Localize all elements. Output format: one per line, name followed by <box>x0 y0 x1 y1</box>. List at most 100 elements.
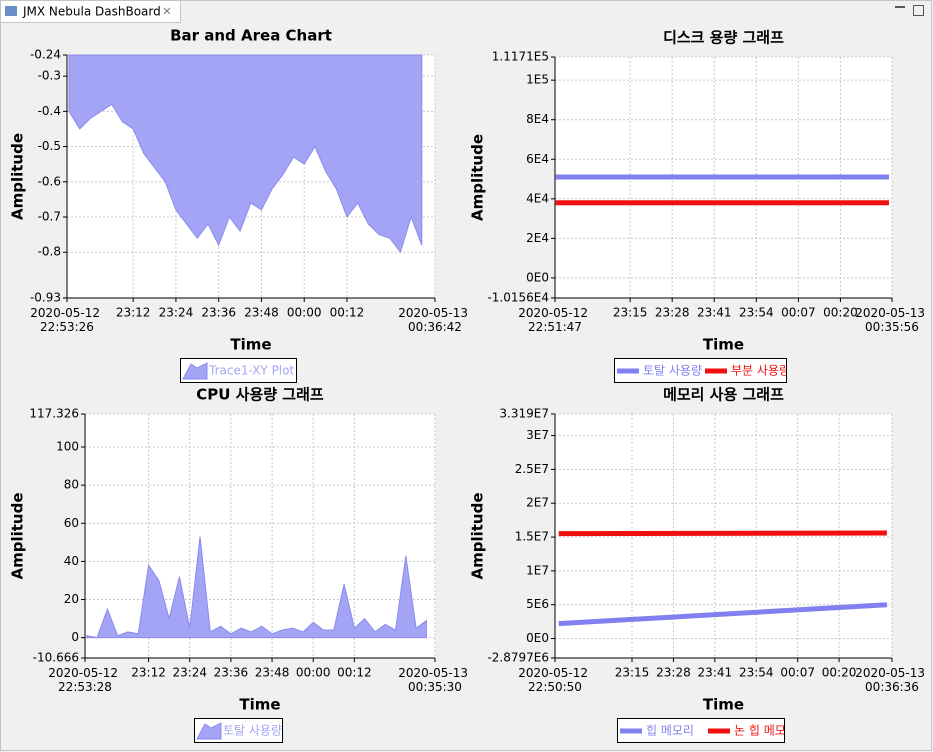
x-axis-title: Time <box>703 696 744 714</box>
legend-icon <box>196 722 222 740</box>
legend: Trace1-XY Plot <box>182 362 294 380</box>
x-tick-label: 00:00 <box>296 666 331 680</box>
x-tick-label: 23:48 <box>244 306 279 320</box>
y-tick-label: 2.5E7 <box>515 462 549 476</box>
x-tick-label: 23:54 <box>739 306 774 320</box>
y-tick-label: -10.666 <box>33 651 79 665</box>
y-tick-label: 0 <box>71 630 79 644</box>
y-tick-label: 8E4 <box>526 112 549 126</box>
x-tick-label: 23:24 <box>159 306 194 320</box>
y-tick-label: 1.1171E5 <box>492 50 549 64</box>
x-tick-label: 00:07 <box>781 306 816 320</box>
x-tick-label: 2020-05-13 00:36:42 <box>398 306 472 334</box>
x-tick-label: 2020-05-13 00:35:56 <box>855 306 929 334</box>
y-tick-label: -0.7 <box>38 210 61 224</box>
legend-label: Trace1-XY Plot <box>208 364 294 378</box>
y-tick-label: 6E4 <box>526 152 549 166</box>
line <box>558 602 888 627</box>
y-tick-label: -1.0156E4 <box>487 291 549 305</box>
legend-label: 부분 사용량 <box>731 364 790 378</box>
x-tick-label: 23:28 <box>655 306 690 320</box>
y-tick-label: -0.5 <box>38 139 61 153</box>
chart-title: CPU 사용량 그래프 <box>196 386 324 404</box>
minimize-button[interactable] <box>895 6 905 8</box>
y-tick-label: 5E6 <box>526 597 549 611</box>
legend-label: 토탈 사용량 <box>223 724 282 738</box>
y-tick-label: 1E7 <box>526 563 549 577</box>
x-tick-label: 23:36 <box>214 666 249 680</box>
y-axis-title: Amplitude <box>9 492 27 579</box>
x-tick-label: 2020-05-13 00:35:30 <box>398 666 472 694</box>
x-tick-label: 23:15 <box>613 306 648 320</box>
y-tick-label: -0.3 <box>38 69 61 83</box>
x-tick-label: 23:12 <box>131 666 166 680</box>
legend-box <box>614 358 787 383</box>
y-tick-label: 100 <box>56 440 79 454</box>
x-tick-label: 2020-05-12 22:51:47 <box>518 306 592 334</box>
x-tick-label: 23:12 <box>116 306 151 320</box>
y-tick-label: 0E0 <box>526 270 549 284</box>
legend: 토탈 사용량 <box>196 722 282 740</box>
area <box>68 54 423 254</box>
y-tick-label: 4E4 <box>526 191 549 205</box>
area <box>86 536 427 639</box>
x-tick-label: 23:36 <box>201 306 236 320</box>
y-tick-label: 1E5 <box>526 73 549 87</box>
legend-label: 논 힙 메모리 <box>734 724 797 738</box>
y-axis-title: Amplitude <box>469 492 487 579</box>
legend: 힙 메모리 논 힙 메모리 <box>620 724 797 738</box>
x-tick-label: 23:24 <box>172 666 207 680</box>
y-tick-label: -0.8 <box>38 245 61 259</box>
x-tick-label: 23:41 <box>697 306 732 320</box>
x-tick-label: 00:20 <box>822 666 857 680</box>
legend-label: 힙 메모리 <box>646 724 694 738</box>
chart-title: 메모리 사용 그래프 <box>663 386 784 404</box>
plot-area <box>85 414 435 658</box>
x-tick-label: 00:12 <box>330 306 365 320</box>
y-tick-label: -0.24 <box>30 48 61 62</box>
y-tick-label: 60 <box>64 516 79 530</box>
x-tick-label: 2020-05-13 00:36:36 <box>855 666 929 694</box>
x-tick-label: 2020-05-12 22:53:26 <box>30 306 104 334</box>
tab-title: JMX Nebula DashBoard <box>22 5 161 19</box>
x-axis-title: Time <box>703 336 744 354</box>
x-tick-label: 23:48 <box>255 666 290 680</box>
maximize-button[interactable] <box>913 5 924 16</box>
y-axis-title: Amplitude <box>9 133 27 220</box>
y-tick-label: 117.326 <box>29 407 79 421</box>
x-tick-label: 23:15 <box>615 666 650 680</box>
x-tick-label: 2020-05-12 22:50:50 <box>518 666 592 694</box>
x-tick-label: 23:28 <box>656 666 691 680</box>
y-tick-label: 2E7 <box>526 496 549 510</box>
y-tick-label: 2E4 <box>526 231 549 245</box>
y-tick-label: 1.5E7 <box>515 530 549 544</box>
y-tick-label: 80 <box>64 478 79 492</box>
tab[interactable] <box>0 0 181 23</box>
x-tick-label: 00:20 <box>823 306 858 320</box>
y-tick-label: 20 <box>64 592 79 606</box>
x-tick-label: 00:00 <box>287 306 322 320</box>
x-tick-label: 00:12 <box>337 666 372 680</box>
legend-icon <box>182 362 208 380</box>
legend: 토탈 사용량 부분 사용량 <box>617 364 790 378</box>
x-tick-label: 2020-05-12 22:53:28 <box>48 666 122 694</box>
x-tick-label: 23:41 <box>698 666 733 680</box>
x-axis-title: Time <box>239 696 280 714</box>
y-tick-label: 0E0 <box>526 631 549 645</box>
y-tick-label: 3E7 <box>526 428 549 442</box>
x-tick-label: 23:54 <box>739 666 774 680</box>
chart-title: Bar and Area Chart <box>170 27 332 45</box>
legend-box <box>617 718 785 743</box>
tab-icon <box>5 6 17 16</box>
x-axis-title: Time <box>230 336 271 354</box>
x-tick-label: 00:07 <box>780 666 815 680</box>
y-tick-label: 40 <box>64 554 79 568</box>
legend-label: 토탈 사용량 <box>643 364 702 378</box>
chart-title: 디스크 용량 그래프 <box>663 29 784 47</box>
tab-close[interactable]: ✕ <box>162 5 171 18</box>
y-axis-title: Amplitude <box>469 134 487 221</box>
y-tick-label: 3.319E7 <box>499 407 549 421</box>
y-tick-label: -0.6 <box>38 174 61 188</box>
y-tick-label: -2.8797E6 <box>487 651 549 665</box>
